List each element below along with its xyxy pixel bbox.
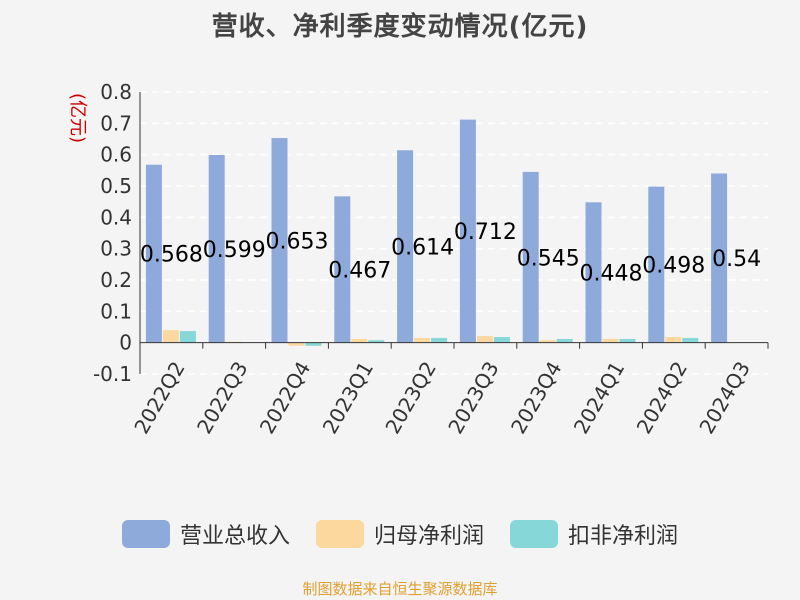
bar-series-2 — [682, 337, 699, 343]
y-tick-label: -0.1 — [93, 362, 132, 386]
bar-value-label: 0.653 — [266, 229, 329, 254]
legend-label: 扣非净利润 — [568, 524, 679, 549]
bar-series-1 — [288, 342, 305, 346]
bar-series-1 — [476, 336, 493, 343]
legend-item[interactable]: 扣非净利润 — [510, 518, 678, 550]
x-tick-labels: 2022Q2 2022Q3 2022Q4 2023Q1 2023Q2 2023Q3 2023… — [129, 357, 755, 438]
x-tick-label: 2023Q1 — [318, 357, 378, 438]
y-tick-label: 0.2 — [100, 268, 132, 292]
bar-series-2 — [305, 342, 322, 346]
bars — [145, 119, 762, 346]
bar-value-label: 0.467 — [328, 259, 391, 284]
y-tick-label: 0.3 — [100, 237, 132, 261]
bar-value-label: 0.498 — [642, 254, 705, 279]
bar-series-0 — [334, 196, 351, 343]
bar-series-0 — [208, 154, 225, 343]
y-axis-label: (亿元) — [67, 93, 88, 143]
bar-series-1 — [665, 337, 682, 343]
bar-series-0 — [585, 202, 602, 343]
bar-series-2 — [493, 337, 510, 343]
x-tick-label: 2023Q4 — [506, 357, 566, 438]
source-note: 制图数据来自恒生聚源数据库 — [302, 580, 498, 598]
bar-series-0 — [711, 173, 728, 343]
legend-swatch — [510, 520, 558, 548]
bar-value-label: 0.599 — [203, 238, 266, 263]
legend-item[interactable]: 归母净利润 — [315, 518, 484, 550]
legend-label: 营业总收入 — [179, 524, 290, 549]
gridlines — [140, 91, 768, 375]
bar-value-label: 0.614 — [391, 235, 454, 260]
y-tick-label: 0 — [119, 331, 132, 355]
bar-series-0 — [459, 119, 476, 343]
bar-series-1 — [539, 340, 556, 343]
bar-series-0 — [271, 138, 288, 343]
x-tick-label: 2022Q3 — [192, 357, 252, 438]
legend-label: 归母净利润 — [373, 524, 484, 549]
bar-value-label: 0.712 — [454, 220, 517, 245]
legend-item[interactable]: 营业总收入 — [121, 518, 290, 550]
bar-series-0 — [522, 171, 539, 343]
x-tick-label: 2022Q4 — [255, 357, 315, 438]
legend-swatch — [121, 520, 170, 548]
chart-title: 营收、净利季度变动情况(亿元) — [211, 12, 589, 42]
x-tick-label: 2024Q1 — [569, 357, 629, 438]
bar-value-label: 0.54 — [712, 247, 761, 272]
bar-series-1 — [602, 338, 619, 343]
bar-value-label: 0.568 — [140, 243, 203, 268]
x-tick-label: 2023Q2 — [380, 357, 440, 438]
bar-series-1 — [414, 337, 431, 343]
legend-swatch — [315, 520, 364, 548]
bar-series-2 — [179, 331, 196, 343]
bar-value-label: 0.545 — [517, 246, 580, 271]
bar-series-1 — [351, 338, 368, 343]
bar-value-label: 0.448 — [580, 261, 643, 286]
bar-series-1 — [162, 330, 179, 343]
x-tick-label: 2023Q3 — [443, 357, 503, 438]
data-labels: 0.568 0.599 0.653 0.4670.6140.7120.5450.448… — [140, 220, 761, 286]
y-tick-label: 0.1 — [100, 299, 132, 323]
y-tick-label: 0.6 — [100, 143, 132, 167]
bar-series-2 — [556, 338, 573, 343]
bar-series-0 — [397, 150, 414, 343]
bar-series-2 — [368, 340, 385, 343]
y-tick-label: 0.8 — [100, 80, 132, 104]
x-tick-label: 2022Q2 — [129, 357, 189, 438]
axes — [139, 92, 769, 374]
y-tick-label: 0.7 — [100, 111, 132, 135]
y-tick-label: 0.5 — [100, 174, 132, 198]
bar-series-2 — [619, 338, 636, 343]
bar-series-0 — [145, 164, 162, 343]
y-tick-label: 0.4 — [100, 205, 132, 229]
bar-series-2 — [431, 337, 448, 343]
x-tick-label: 2024Q3 — [694, 357, 754, 438]
bar-series-0 — [648, 186, 665, 343]
legend: 营业总收入 归母净利润 扣非净利润 — [0, 518, 800, 550]
y-tick-labels: -0.1 0 0.1 0.2 0.3 0.4 0.5 0.6 0.7 0.8 — [93, 80, 132, 386]
x-tick-label: 2024Q2 — [632, 357, 692, 438]
